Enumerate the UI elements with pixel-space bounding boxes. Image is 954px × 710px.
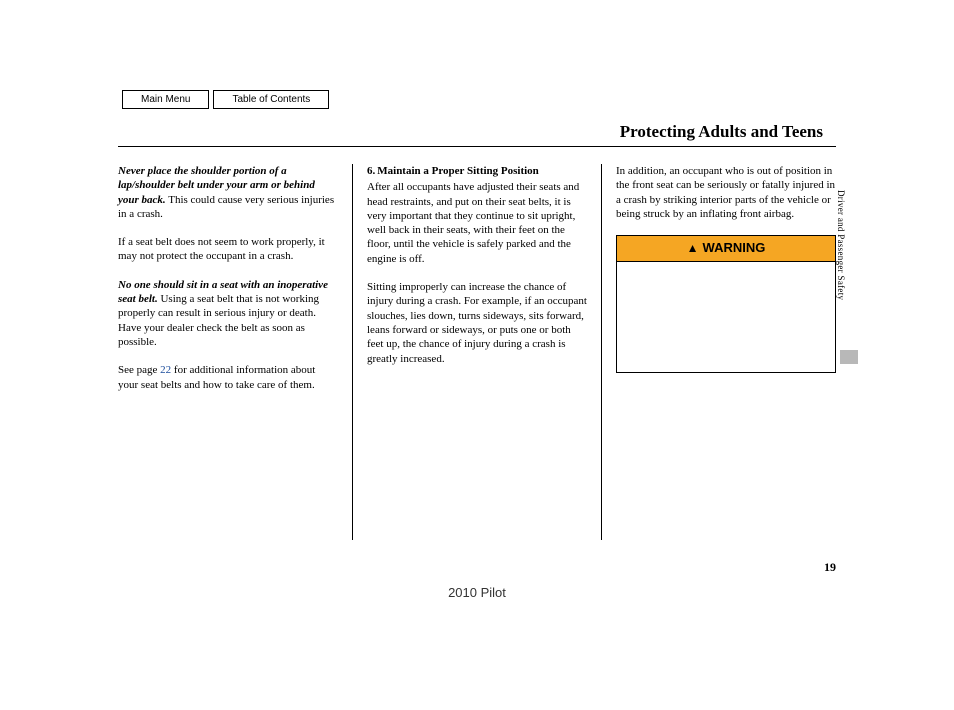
- warning-box: ▲ WARNING: [616, 235, 836, 373]
- step-number: 6.: [367, 164, 375, 178]
- content-columns: Never place the shoulder portion of a la…: [118, 164, 836, 540]
- step-heading: 6. Maintain a Proper Sitting Position: [367, 164, 587, 178]
- column-2: 6. Maintain a Proper Sitting Position Af…: [353, 164, 602, 540]
- page-link-22[interactable]: 22: [160, 364, 171, 376]
- warning-triangle-icon: ▲: [687, 241, 699, 257]
- nav-buttons: Main Menu Table of Contents: [122, 90, 329, 109]
- col3-para1: In addition, an occupant who is out of p…: [616, 164, 836, 221]
- col1-para3: No one should sit in a seat with an inop…: [118, 278, 338, 349]
- col1-para4: See page 22 for additional information a…: [118, 363, 338, 392]
- page-title: Protecting Adults and Teens: [620, 122, 823, 142]
- section-tab-marker: [840, 350, 858, 364]
- page-number: 19: [824, 560, 836, 575]
- col2-para2: Sitting improperly can increase the chan…: [367, 280, 587, 366]
- col1-para1: Never place the shoulder portion of a la…: [118, 164, 338, 221]
- column-1: Never place the shoulder portion of a la…: [118, 164, 353, 540]
- warning-label: WARNING: [703, 240, 766, 257]
- footer-model: 2010 Pilot: [0, 585, 954, 600]
- col1-p4-a: See page: [118, 364, 160, 376]
- column-3: In addition, an occupant who is out of p…: [602, 164, 836, 540]
- col2-para1: After all occupants have adjusted their …: [367, 180, 587, 266]
- warning-body: [617, 262, 835, 372]
- section-side-label: Driver and Passenger Safety: [836, 190, 846, 300]
- step-title: Maintain a Proper Sitting Position: [377, 164, 539, 178]
- warning-header: ▲ WARNING: [617, 236, 835, 262]
- toc-button[interactable]: Table of Contents: [213, 90, 329, 109]
- col1-para2: If a seat belt does not seem to work pro…: [118, 235, 338, 264]
- title-rule: [118, 146, 836, 147]
- main-menu-button[interactable]: Main Menu: [122, 90, 209, 109]
